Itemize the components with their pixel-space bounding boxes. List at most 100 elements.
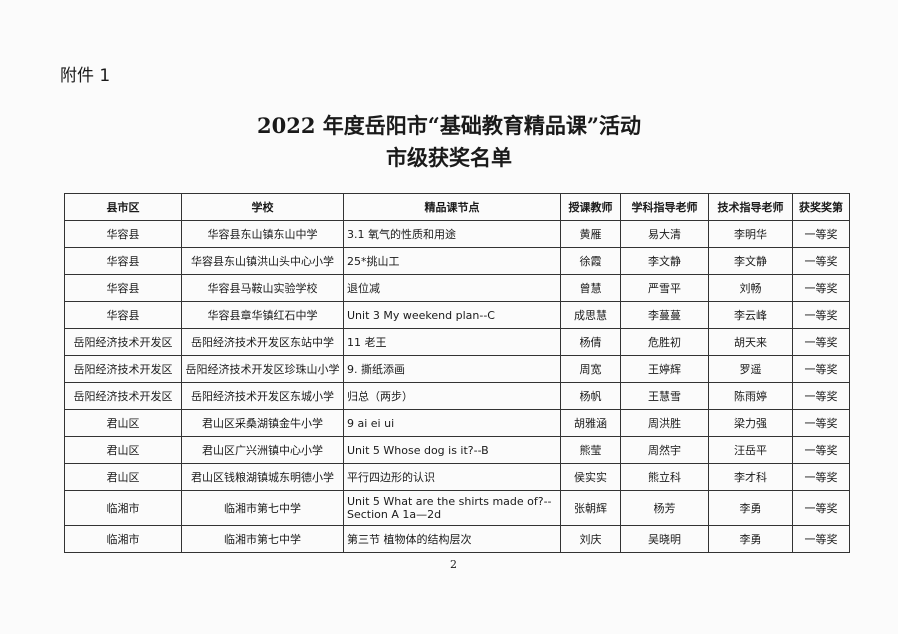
table-cell: 岳阳经济技术开发区 xyxy=(64,328,182,356)
table-cell: 刘畅 xyxy=(708,274,793,302)
table-row: 君山区 君山区钱粮湖镇城东明德小学 平行四边形的认识 侯实实 熊立科 李才科 一等奖 xyxy=(64,463,850,491)
table-cell: 退位减 xyxy=(343,274,561,302)
table-cell: 君山区采桑湖镇金牛小学 xyxy=(181,409,344,437)
table-cell: 刘庆 xyxy=(560,525,621,553)
table-cell: 一等奖 xyxy=(792,328,850,356)
table-cell: 周洪胜 xyxy=(620,409,709,437)
table-cell: 罗遥 xyxy=(708,355,793,383)
table-cell: 杨芳 xyxy=(620,490,709,526)
page-number: 2 xyxy=(450,558,457,571)
award-table: 县市区 学校 精品课节点 授课教师 学科指导老师 技术指导老师 获奖奖第 华容县 华容县东山镇… xyxy=(64,193,850,553)
table-cell: 周宽 xyxy=(560,355,621,383)
table-cell: 一等奖 xyxy=(792,301,850,329)
table-cell: 临湘市 xyxy=(64,490,182,526)
table-cell: 一等奖 xyxy=(792,525,850,553)
table-cell: 胡雅涵 xyxy=(560,409,621,437)
table-row: 临湘市 临湘市第七中学 第三节 植物体的结构层次 刘庆 吴晓明 李勇 一等奖 xyxy=(64,525,850,553)
table-cell: 梁力强 xyxy=(708,409,793,437)
table-cell: 一等奖 xyxy=(792,490,850,526)
table-cell: 成思慧 xyxy=(560,301,621,329)
table-row: 君山区 君山区采桑湖镇金牛小学 9 ai ei ui 胡雅涵 周洪胜 梁力强 一等奖 xyxy=(64,409,850,437)
table-cell: 岳阳经济技术开发区东城小学 xyxy=(181,382,344,410)
table-cell: 9. 撕纸添画 xyxy=(343,355,561,383)
table-cell: 一等奖 xyxy=(792,355,850,383)
table-row: 华容县 华容县东山镇东山中学 3.1 氧气的性质和用途 黄雁 易大清 李明华 一等奖 xyxy=(64,220,850,248)
table-cell: 一等奖 xyxy=(792,247,850,275)
column-header: 授课教师 xyxy=(560,193,621,221)
table-cell: 临湘市第七中学 xyxy=(181,490,344,526)
table-cell: 徐霞 xyxy=(560,247,621,275)
table-cell: 汪岳平 xyxy=(708,436,793,464)
table-cell: 一等奖 xyxy=(792,382,850,410)
table-cell: Unit 3 My weekend plan--C xyxy=(343,301,561,329)
table-cell: 25*挑山工 xyxy=(343,247,561,275)
table-cell: 君山区 xyxy=(64,409,182,437)
title-line-2: 市级获奖名单 xyxy=(386,145,512,170)
table-cell: 一等奖 xyxy=(792,463,850,491)
table-row: 君山区 君山区广兴洲镇中心小学 Unit 5 Whose dog is it?--B… xyxy=(64,436,850,464)
table-cell: 岳阳经济技术开发区东站中学 xyxy=(181,328,344,356)
table-cell: 临湘市第七中学 xyxy=(181,525,344,553)
table-cell: 君山区 xyxy=(64,436,182,464)
table-cell: 3.1 氧气的性质和用途 xyxy=(343,220,561,248)
table-cell: 华容县马鞍山实验学校 xyxy=(181,274,344,302)
table-cell: 胡天来 xyxy=(708,328,793,356)
table-row: 岳阳经济技术开发区 岳阳经济技术开发区东站中学 11 老王 杨倩 危胜初 胡天来 一等奖 xyxy=(64,328,850,356)
table-cell: 归总（两步） xyxy=(343,382,561,410)
table-cell: 李明华 xyxy=(708,220,793,248)
table-cell: 第三节 植物体的结构层次 xyxy=(343,525,561,553)
table-cell: 华容县章华镇红石中学 xyxy=(181,301,344,329)
table-cell: 熊莹 xyxy=(560,436,621,464)
column-header: 技术指导老师 xyxy=(708,193,793,221)
column-header: 县市区 xyxy=(64,193,182,221)
table-cell: 华容县 xyxy=(64,220,182,248)
column-header: 学科指导老师 xyxy=(620,193,709,221)
table-row: 华容县 华容县东山镇洪山头中心小学 25*挑山工 徐霞 李文静 李文静 一等奖 xyxy=(64,247,850,275)
table-cell: Unit 5 What are the shirts made of?--Sec… xyxy=(343,490,561,526)
column-header: 学校 xyxy=(181,193,344,221)
table-cell: 侯实实 xyxy=(560,463,621,491)
table-cell: 华容县东山镇东山中学 xyxy=(181,220,344,248)
table-cell: 曾慧 xyxy=(560,274,621,302)
table-cell: 一等奖 xyxy=(792,274,850,302)
table-cell: 君山区钱粮湖镇城东明德小学 xyxy=(181,463,344,491)
table-row: 临湘市 临湘市第七中学 Unit 5 What are the shirts mad… xyxy=(64,490,850,526)
table-cell: 李文静 xyxy=(708,247,793,275)
table-cell: 君山区 xyxy=(64,463,182,491)
table-cell: Unit 5 Whose dog is it?--B xyxy=(343,436,561,464)
table-cell: 王慧雪 xyxy=(620,382,709,410)
table-row: 华容县 华容县章华镇红石中学 Unit 3 My weekend plan--C 成思… xyxy=(64,301,850,329)
table-cell: 李云峰 xyxy=(708,301,793,329)
column-header: 精品课节点 xyxy=(343,193,561,221)
attachment-label: 附件 1 xyxy=(60,66,111,86)
table-cell: 一等奖 xyxy=(792,436,850,464)
table-cell: 危胜初 xyxy=(620,328,709,356)
table-cell: 李文静 xyxy=(620,247,709,275)
table-cell: 11 老王 xyxy=(343,328,561,356)
table-cell: 严雪平 xyxy=(620,274,709,302)
table-row: 岳阳经济技术开发区 岳阳经济技术开发区珍珠山小学 9. 撕纸添画 周宽 王婷辉 罗遥 一等奖 xyxy=(64,355,850,383)
table-cell: 君山区广兴洲镇中心小学 xyxy=(181,436,344,464)
column-header: 获奖奖第 xyxy=(792,193,850,221)
table-cell: 华容县 xyxy=(64,274,182,302)
table-cell: 杨倩 xyxy=(560,328,621,356)
table-cell: 李才科 xyxy=(708,463,793,491)
title-line-1: 2022 年度岳阳市“基础教育精品课”活动 xyxy=(257,113,641,138)
table-cell: 李勇 xyxy=(708,490,793,526)
table-cell: 一等奖 xyxy=(792,220,850,248)
table-cell: 华容县 xyxy=(64,301,182,329)
table-cell: 岳阳经济技术开发区珍珠山小学 xyxy=(181,355,344,383)
table-header: 县市区 学校 精品课节点 授课教师 学科指导老师 技术指导老师 获奖奖第 xyxy=(64,193,850,221)
table-cell: 岳阳经济技术开发区 xyxy=(64,355,182,383)
table-cell: 华容县 xyxy=(64,247,182,275)
table-cell: 李勇 xyxy=(708,525,793,553)
table-cell: 临湘市 xyxy=(64,525,182,553)
table-cell: 一等奖 xyxy=(792,409,850,437)
table-cell: 王婷辉 xyxy=(620,355,709,383)
table-cell: 平行四边形的认识 xyxy=(343,463,561,491)
table-cell: 李蔓蔓 xyxy=(620,301,709,329)
table-cell: 易大清 xyxy=(620,220,709,248)
table-cell: 陈雨婷 xyxy=(708,382,793,410)
table-cell: 岳阳经济技术开发区 xyxy=(64,382,182,410)
table-cell: 黄雁 xyxy=(560,220,621,248)
